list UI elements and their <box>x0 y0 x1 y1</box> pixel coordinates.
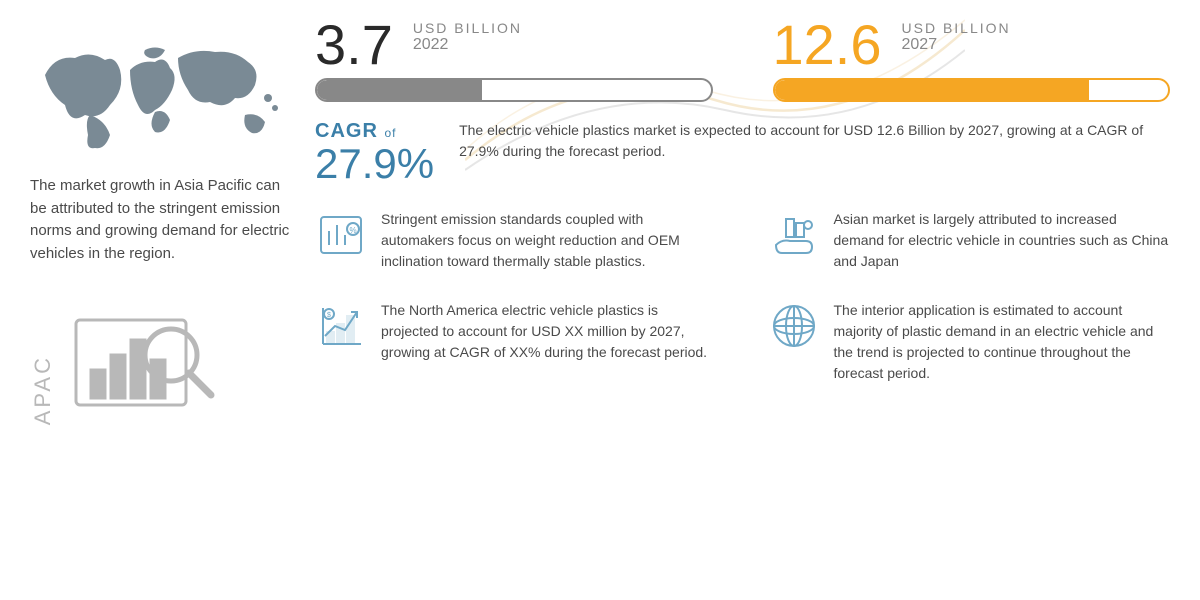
cagr-label-main: CAGR <box>315 120 378 142</box>
progress-bar-2027 <box>773 78 1171 102</box>
chart-magnifier-icon <box>66 300 216 425</box>
metric-2022-value: 3.7 <box>315 20 393 70</box>
cagr-value: 27.9% <box>315 143 434 185</box>
metric-2027-unit: USD BILLION <box>902 20 1011 36</box>
metric-2022-unit: USD BILLION <box>413 20 522 36</box>
metric-2022-year: 2022 <box>413 36 522 54</box>
right-column: 3.7 USD BILLION 2022 12.6 USD BILLION 20… <box>315 20 1170 580</box>
insight-1-text: Stringent emission standards coupled wit… <box>381 209 718 272</box>
cagr-text: The electric vehicle plastics market is … <box>459 120 1170 162</box>
progress-fill-2027 <box>775 80 1090 100</box>
metric-2027-year: 2027 <box>902 36 1011 54</box>
insight-4-text: The interior application is estimated to… <box>834 300 1171 384</box>
metrics-row: 3.7 USD BILLION 2022 12.6 USD BILLION 20… <box>315 20 1170 102</box>
insight-1: % Stringent emission standards coupled w… <box>315 209 718 272</box>
insight-2: Asian market is largely attributed to in… <box>768 209 1171 272</box>
market-hand-icon <box>768 209 820 261</box>
insights-grid: % Stringent emission standards coupled w… <box>315 209 1170 384</box>
metric-2022: 3.7 USD BILLION 2022 <box>315 20 713 102</box>
metric-2027: 12.6 USD BILLION 2027 <box>773 20 1171 102</box>
growth-chart-icon: $ <box>315 300 367 352</box>
emissions-icon: % <box>315 209 367 261</box>
insight-2-text: Asian market is largely attributed to in… <box>834 209 1171 272</box>
left-column: The market growth in Asia Pacific can be… <box>30 20 290 580</box>
insight-4: The interior application is estimated to… <box>768 300 1171 384</box>
progress-bar-2022 <box>315 78 713 102</box>
world-map-icon <box>30 20 290 160</box>
progress-fill-2022 <box>317 80 482 100</box>
svg-text:$: $ <box>327 312 331 319</box>
svg-text:%: % <box>349 226 356 235</box>
cagr-row: CAGR of 27.9% The electric vehicle plast… <box>315 120 1170 185</box>
apac-label: APAC <box>30 355 56 425</box>
apac-block: APAC <box>30 300 290 425</box>
left-description: The market growth in Asia Pacific can be… <box>30 175 290 265</box>
cagr-block: CAGR of 27.9% <box>315 120 434 185</box>
insight-3: $ The North America electric vehicle pla… <box>315 300 718 384</box>
cagr-label-small: of <box>384 126 396 140</box>
globe-icon <box>768 300 820 352</box>
insight-3-text: The North America electric vehicle plast… <box>381 300 718 363</box>
metric-2027-value: 12.6 <box>773 20 882 70</box>
